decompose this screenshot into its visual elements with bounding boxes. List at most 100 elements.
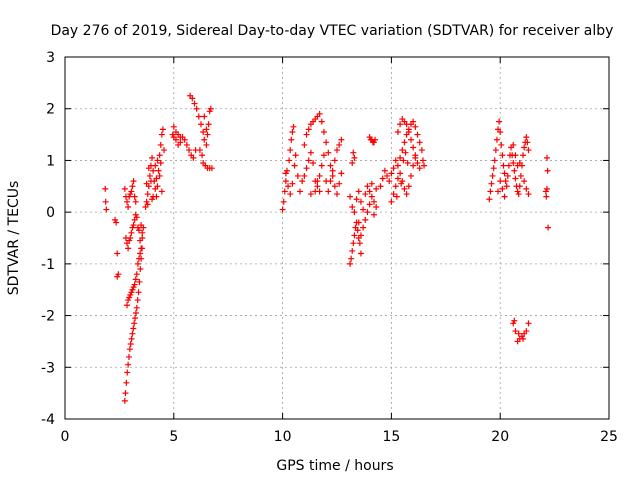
data-point-plus [492, 147, 499, 154]
data-point-plus [203, 126, 210, 133]
data-point-plus [125, 203, 132, 210]
data-point-plus [199, 152, 206, 159]
data-points [102, 92, 552, 404]
data-point-plus [149, 154, 156, 161]
data-point-plus [368, 180, 375, 187]
data-point-plus [525, 191, 532, 198]
data-point-plus [129, 330, 136, 337]
data-point-plus [289, 180, 296, 187]
data-point-plus [125, 361, 132, 368]
data-point-plus [154, 157, 161, 164]
data-point-plus [499, 152, 506, 159]
data-point-plus [287, 147, 294, 154]
data-point-plus [336, 141, 343, 148]
data-point-plus [524, 139, 531, 146]
data-point-plus [489, 172, 496, 179]
data-point-plus [131, 193, 138, 200]
data-point-plus [523, 185, 530, 192]
data-point-plus [394, 128, 401, 135]
data-point-plus [316, 172, 323, 179]
grid [65, 57, 609, 419]
data-point-plus [351, 209, 358, 216]
data-point-plus [334, 191, 340, 198]
data-point-plus [505, 162, 512, 169]
data-point-plus [299, 178, 306, 185]
data-point-plus [491, 157, 498, 164]
data-point-plus [364, 209, 371, 216]
data-point-plus [511, 317, 518, 324]
data-point-plus [305, 126, 312, 133]
data-point-plus [186, 147, 193, 154]
data-point-plus [149, 196, 156, 203]
data-point-plus [515, 191, 522, 198]
data-point-plus [525, 320, 532, 327]
data-point-plus [177, 134, 184, 141]
data-point-plus [349, 203, 356, 210]
y-tick-label: -1 [41, 257, 55, 273]
data-point-plus [207, 105, 214, 112]
data-point-plus [150, 167, 157, 174]
data-point-plus [351, 232, 358, 239]
data-point-plus [128, 188, 135, 195]
data-point-plus [172, 136, 179, 143]
data-point-plus [132, 198, 139, 205]
data-point-plus [139, 229, 146, 236]
data-point-plus [390, 165, 397, 172]
data-point-plus [144, 191, 151, 198]
data-point-plus [372, 136, 379, 143]
data-point-plus [397, 170, 404, 177]
data-point-plus [403, 121, 410, 128]
data-point-plus [544, 167, 551, 174]
data-point-plus [170, 123, 177, 130]
data-point-plus [305, 157, 312, 164]
data-point-plus [314, 183, 321, 190]
data-point-plus [360, 206, 367, 213]
data-point-plus [193, 105, 200, 112]
data-point-plus [384, 172, 391, 179]
data-point-plus [181, 136, 188, 143]
data-point-plus [195, 113, 202, 120]
data-point-plus [132, 315, 139, 322]
data-point-plus [285, 183, 292, 190]
data-point-plus [329, 167, 336, 174]
data-point-plus [286, 157, 293, 164]
data-point-plus [307, 191, 314, 198]
data-point-plus [543, 185, 550, 192]
data-point-plus [325, 188, 332, 195]
data-point-plus [355, 219, 362, 226]
data-point-plus [377, 183, 384, 190]
data-point-plus [486, 196, 493, 203]
x-tick-label: 5 [169, 429, 178, 445]
data-point-plus [487, 188, 494, 195]
data-point-plus [114, 273, 121, 280]
data-point-plus [331, 157, 338, 164]
data-point-plus [394, 162, 401, 169]
data-point-plus [137, 250, 144, 257]
data-point-plus [331, 183, 338, 190]
data-point-plus [155, 167, 162, 174]
data-point-plus [320, 152, 327, 159]
data-point-plus [280, 198, 287, 205]
data-point-plus [200, 128, 207, 135]
data-point-plus [360, 224, 367, 231]
data-point-plus [381, 167, 388, 174]
data-point-plus [392, 157, 399, 164]
data-point-plus [373, 185, 380, 192]
data-point-plus [520, 335, 527, 342]
data-point-plus [323, 178, 330, 185]
data-point-plus [347, 193, 354, 200]
data-point-plus [113, 219, 120, 226]
data-point-plus [501, 193, 508, 200]
data-point-plus [122, 390, 129, 397]
data-point-plus [399, 147, 406, 154]
data-point-plus [373, 203, 380, 210]
data-point-plus [131, 281, 138, 288]
data-point-plus [132, 309, 139, 316]
data-point-plus [297, 188, 304, 195]
data-point-plus [348, 255, 355, 262]
data-point-plus [190, 154, 197, 161]
x-tick-label: 10 [274, 429, 292, 445]
data-point-plus [114, 250, 121, 257]
data-point-plus [323, 139, 330, 146]
